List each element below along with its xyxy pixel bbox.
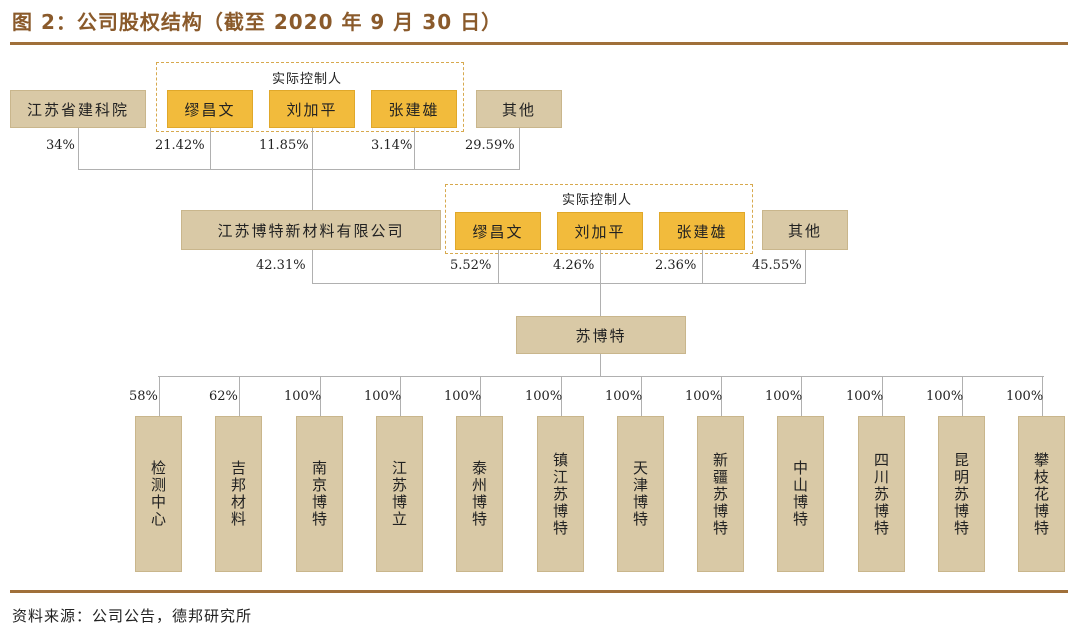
connector: [312, 128, 313, 170]
connector: [641, 376, 642, 416]
shareholder-box: 其他: [476, 90, 562, 128]
connector: [239, 376, 240, 416]
connector: [805, 250, 806, 283]
connector: [561, 376, 562, 416]
pct-label: 4.26%: [553, 258, 595, 273]
subsidiary-box: 泰州博特: [456, 416, 503, 572]
subsidiary-pct: 100%: [364, 389, 402, 404]
controller-box: 刘加平: [557, 212, 643, 250]
pct-label: 29.59%: [465, 138, 515, 153]
shareholder-box: 江苏博特新材料有限公司: [181, 210, 441, 250]
subsidiary-pct: 100%: [444, 389, 482, 404]
connector: [312, 250, 313, 283]
subsidiary-box: 攀枝花博特: [1018, 416, 1065, 572]
subsidiary-box: 四川苏博特: [858, 416, 905, 572]
subsidiary-name: 新疆苏博特: [711, 451, 729, 537]
subsidiary-name: 镇江苏博特: [551, 451, 569, 537]
pct-label: 45.55%: [752, 258, 802, 273]
subsidiary-name: 攀枝花博特: [1032, 451, 1050, 537]
subsidiary-name: 吉邦材料: [229, 460, 247, 528]
subsidiary-box: 镇江苏博特: [537, 416, 584, 572]
subsidiary-pct: 62%: [209, 389, 238, 404]
subsidiary-name: 中山博特: [791, 460, 809, 528]
connector: [400, 376, 401, 416]
subsidiary-box: 南京博特: [296, 416, 343, 572]
connector: [962, 376, 963, 416]
connector: [320, 376, 321, 416]
subsidiary-box: 吉邦材料: [215, 416, 262, 572]
subsidiary-pct: 100%: [525, 389, 563, 404]
source-note: 资料来源：公司公告，德邦研究所: [12, 607, 253, 625]
connector: [158, 376, 1044, 377]
company-box: 苏博特: [516, 316, 686, 354]
connector: [600, 283, 601, 316]
subsidiary-box: 检测中心: [135, 416, 182, 572]
subsidiary-pct: 100%: [605, 389, 643, 404]
pct-label: 2.36%: [655, 258, 697, 273]
pct-label: 42.31%: [256, 258, 306, 273]
pct-label: 3.14%: [371, 138, 413, 153]
subsidiary-name: 昆明苏博特: [952, 451, 970, 537]
connector: [882, 376, 883, 416]
subsidiary-pct: 58%: [129, 389, 158, 404]
pct-label: 21.42%: [155, 138, 205, 153]
subsidiary-box: 新疆苏博特: [697, 416, 744, 572]
connector: [78, 169, 520, 170]
pct-label: 34%: [46, 138, 75, 153]
pct-label: 11.85%: [259, 138, 309, 153]
controller-group-top: [156, 62, 464, 132]
subsidiary-name: 检测中心: [149, 460, 167, 528]
shareholder-box: 其他: [762, 210, 848, 250]
connector: [519, 128, 520, 170]
connector: [721, 376, 722, 416]
footer-rule: [10, 590, 1068, 593]
connector: [414, 128, 415, 170]
subsidiary-name: 天津博特: [631, 460, 649, 528]
controller-group-mid: [445, 184, 753, 254]
controller-label-mid: 实际控制人: [562, 193, 633, 208]
connector: [159, 376, 160, 416]
subsidiary-pct: 100%: [1006, 389, 1044, 404]
connector: [498, 250, 499, 283]
connector: [210, 128, 211, 170]
subsidiary-pct: 100%: [284, 389, 322, 404]
subsidiary-box: 江苏博立: [376, 416, 423, 572]
connector: [312, 283, 806, 284]
connector: [801, 376, 802, 416]
subsidiary-box: 昆明苏博特: [938, 416, 985, 572]
controller-box: 刘加平: [269, 90, 355, 128]
subsidiary-pct: 100%: [846, 389, 884, 404]
subsidiary-pct: 100%: [765, 389, 803, 404]
subsidiary-box: 中山博特: [777, 416, 824, 572]
controller-box: 张建雄: [371, 90, 457, 128]
pct-label: 5.52%: [450, 258, 492, 273]
connector: [600, 250, 601, 283]
controller-box: 缪昌文: [167, 90, 253, 128]
controller-label-top: 实际控制人: [272, 72, 343, 87]
connector: [1042, 376, 1043, 416]
connector: [480, 376, 481, 416]
figure-title: 图 2：公司股权结构（截至 2020 年 9 月 30 日）: [12, 10, 503, 34]
shareholder-box: 江苏省建科院: [10, 90, 146, 128]
subsidiary-name: 四川苏博特: [872, 451, 890, 537]
controller-box: 缪昌文: [455, 212, 541, 250]
subsidiary-name: 泰州博特: [470, 460, 488, 528]
subsidiary-box: 天津博特: [617, 416, 664, 572]
controller-box: 张建雄: [659, 212, 745, 250]
connector: [702, 250, 703, 283]
subsidiary-pct: 100%: [685, 389, 723, 404]
subsidiary-name: 南京博特: [310, 460, 328, 528]
connector: [600, 354, 601, 376]
subsidiary-pct: 100%: [926, 389, 964, 404]
connector: [78, 128, 79, 170]
title-rule: [10, 42, 1068, 45]
connector: [312, 169, 313, 210]
subsidiary-name: 江苏博立: [390, 460, 408, 528]
